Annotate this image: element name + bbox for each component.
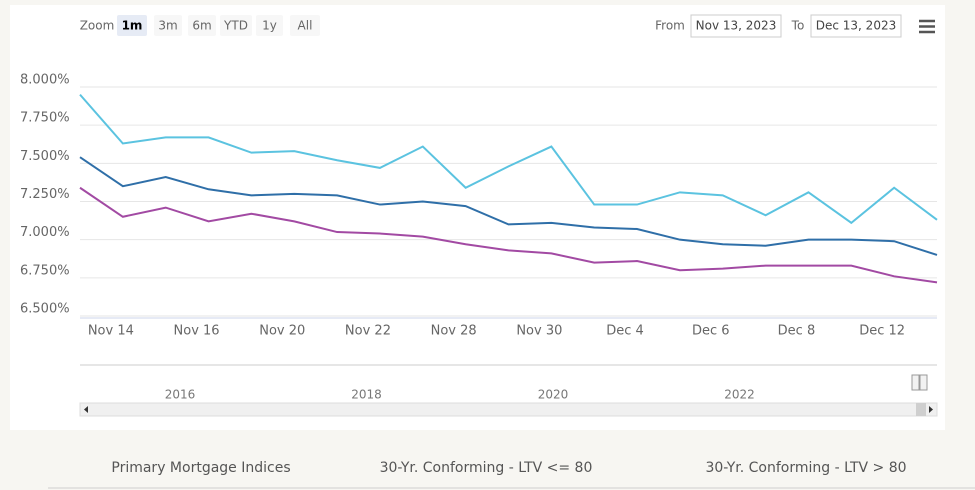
x-tick-label: Nov 14 (88, 324, 134, 339)
navigator-label: 2022 (724, 388, 755, 402)
menu-button[interactable] (914, 15, 940, 39)
zoom-button-label[interactable]: YTD (223, 19, 248, 33)
scrollbar-thumb[interactable] (916, 403, 926, 416)
scroll-right[interactable] (929, 406, 933, 413)
zoom-button[interactable] (220, 15, 252, 36)
y-tick-label: 7.000% (20, 225, 70, 240)
from-label: From (655, 19, 685, 33)
zoom-button[interactable] (117, 15, 147, 36)
series-line (79, 93, 938, 225)
navigator-handle[interactable] (911, 374, 920, 391)
zoom-button-label[interactable]: 6m (192, 19, 211, 33)
x-tick-label: Dec 12 (859, 324, 905, 339)
zoom-button-label[interactable]: 1m (122, 19, 143, 33)
to-date[interactable]: Dec 13, 2023 (816, 19, 896, 33)
zoom-button-label[interactable]: 1y (262, 19, 277, 33)
scroll-left[interactable] (84, 406, 88, 413)
x-tick-label: Dec 6 (692, 324, 730, 339)
to-label: To (791, 19, 805, 33)
scrollbar-track[interactable] (79, 402, 938, 417)
zoom-label: Zoom (80, 19, 115, 33)
x-tick-label: Nov 16 (174, 324, 220, 339)
x-tick-label: Nov 22 (345, 324, 391, 339)
to-input[interactable] (810, 14, 902, 38)
legend-item[interactable]: 30-Yr. Conforming - LTV > 80 (705, 460, 906, 476)
zoom-button[interactable] (154, 15, 182, 36)
x-tick-label: Nov 30 (516, 324, 562, 339)
zoom-button[interactable] (256, 15, 283, 36)
x-tick-label: Nov 20 (259, 324, 305, 339)
y-tick-label: 7.250% (20, 187, 70, 202)
y-tick-label: 7.500% (20, 149, 70, 164)
chart-panel (10, 5, 945, 430)
series-line (79, 186, 938, 284)
from-input[interactable] (690, 14, 782, 38)
x-tick-label: Dec 4 (606, 324, 644, 339)
series-line (79, 156, 938, 256)
zoom-button[interactable] (188, 15, 216, 36)
navigator-label: 2020 (538, 388, 569, 402)
y-tick-label: 6.750% (20, 263, 70, 278)
y-tick-label: 7.750% (20, 111, 70, 126)
zoom-button-label[interactable]: All (298, 19, 313, 33)
zoom-button-label[interactable]: 3m (158, 19, 177, 33)
x-tick-label: Dec 8 (778, 324, 816, 339)
zoom-button[interactable] (290, 15, 320, 36)
y-tick-label: 8.000% (20, 73, 70, 88)
legend-item[interactable]: 30-Yr. Conforming - LTV <= 80 (380, 460, 593, 476)
from-date[interactable]: Nov 13, 2023 (696, 19, 777, 33)
navigator-label: 2016 (165, 388, 196, 402)
navigator-handle[interactable] (919, 374, 928, 391)
navigator-label: 2018 (351, 388, 382, 402)
x-tick-label: Nov 28 (431, 324, 477, 339)
legend-item[interactable]: Primary Mortgage Indices (111, 460, 290, 476)
y-tick-label: 6.500% (20, 302, 70, 317)
